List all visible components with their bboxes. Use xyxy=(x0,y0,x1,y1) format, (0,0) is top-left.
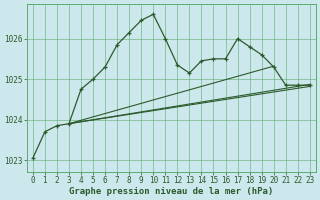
X-axis label: Graphe pression niveau de la mer (hPa): Graphe pression niveau de la mer (hPa) xyxy=(69,187,274,196)
